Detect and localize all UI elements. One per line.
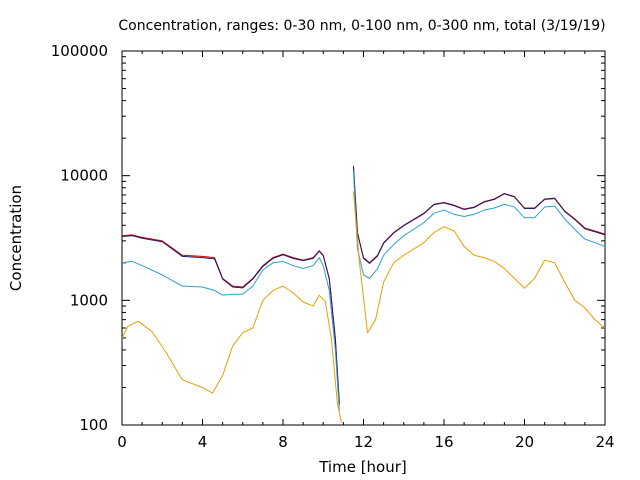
x-tick-label: 16 [434,433,453,451]
plot-frame [121,50,606,426]
x-tick-label: 4 [198,433,208,451]
y-axis-title: Concentration [7,185,25,291]
series-line-1 [121,166,606,405]
y-tick-label: 1000 [70,291,108,309]
y-tick-label: 100 [79,416,108,434]
x-tick-label: 8 [278,433,288,451]
x-axis: 0 4 8 12 16 20 24 [117,51,615,451]
x-axis-title: Time [hour] [318,458,407,476]
series-line-3 [121,191,606,423]
y-axis: 100 1000 10000 100000 [51,42,605,434]
x-tick-label: 20 [515,433,534,451]
y-tick-label: 100000 [51,42,108,60]
chart-title: Concentration, ranges: 0-30 nm, 0-100 nm… [118,18,605,34]
series-line-0 [121,165,606,404]
x-tick-label: 24 [595,433,614,451]
y-tick-label: 10000 [60,167,108,185]
x-tick-label: 0 [117,433,127,451]
series-line-2 [121,170,606,411]
series-layer [121,165,606,423]
x-tick-label: 12 [354,433,373,451]
